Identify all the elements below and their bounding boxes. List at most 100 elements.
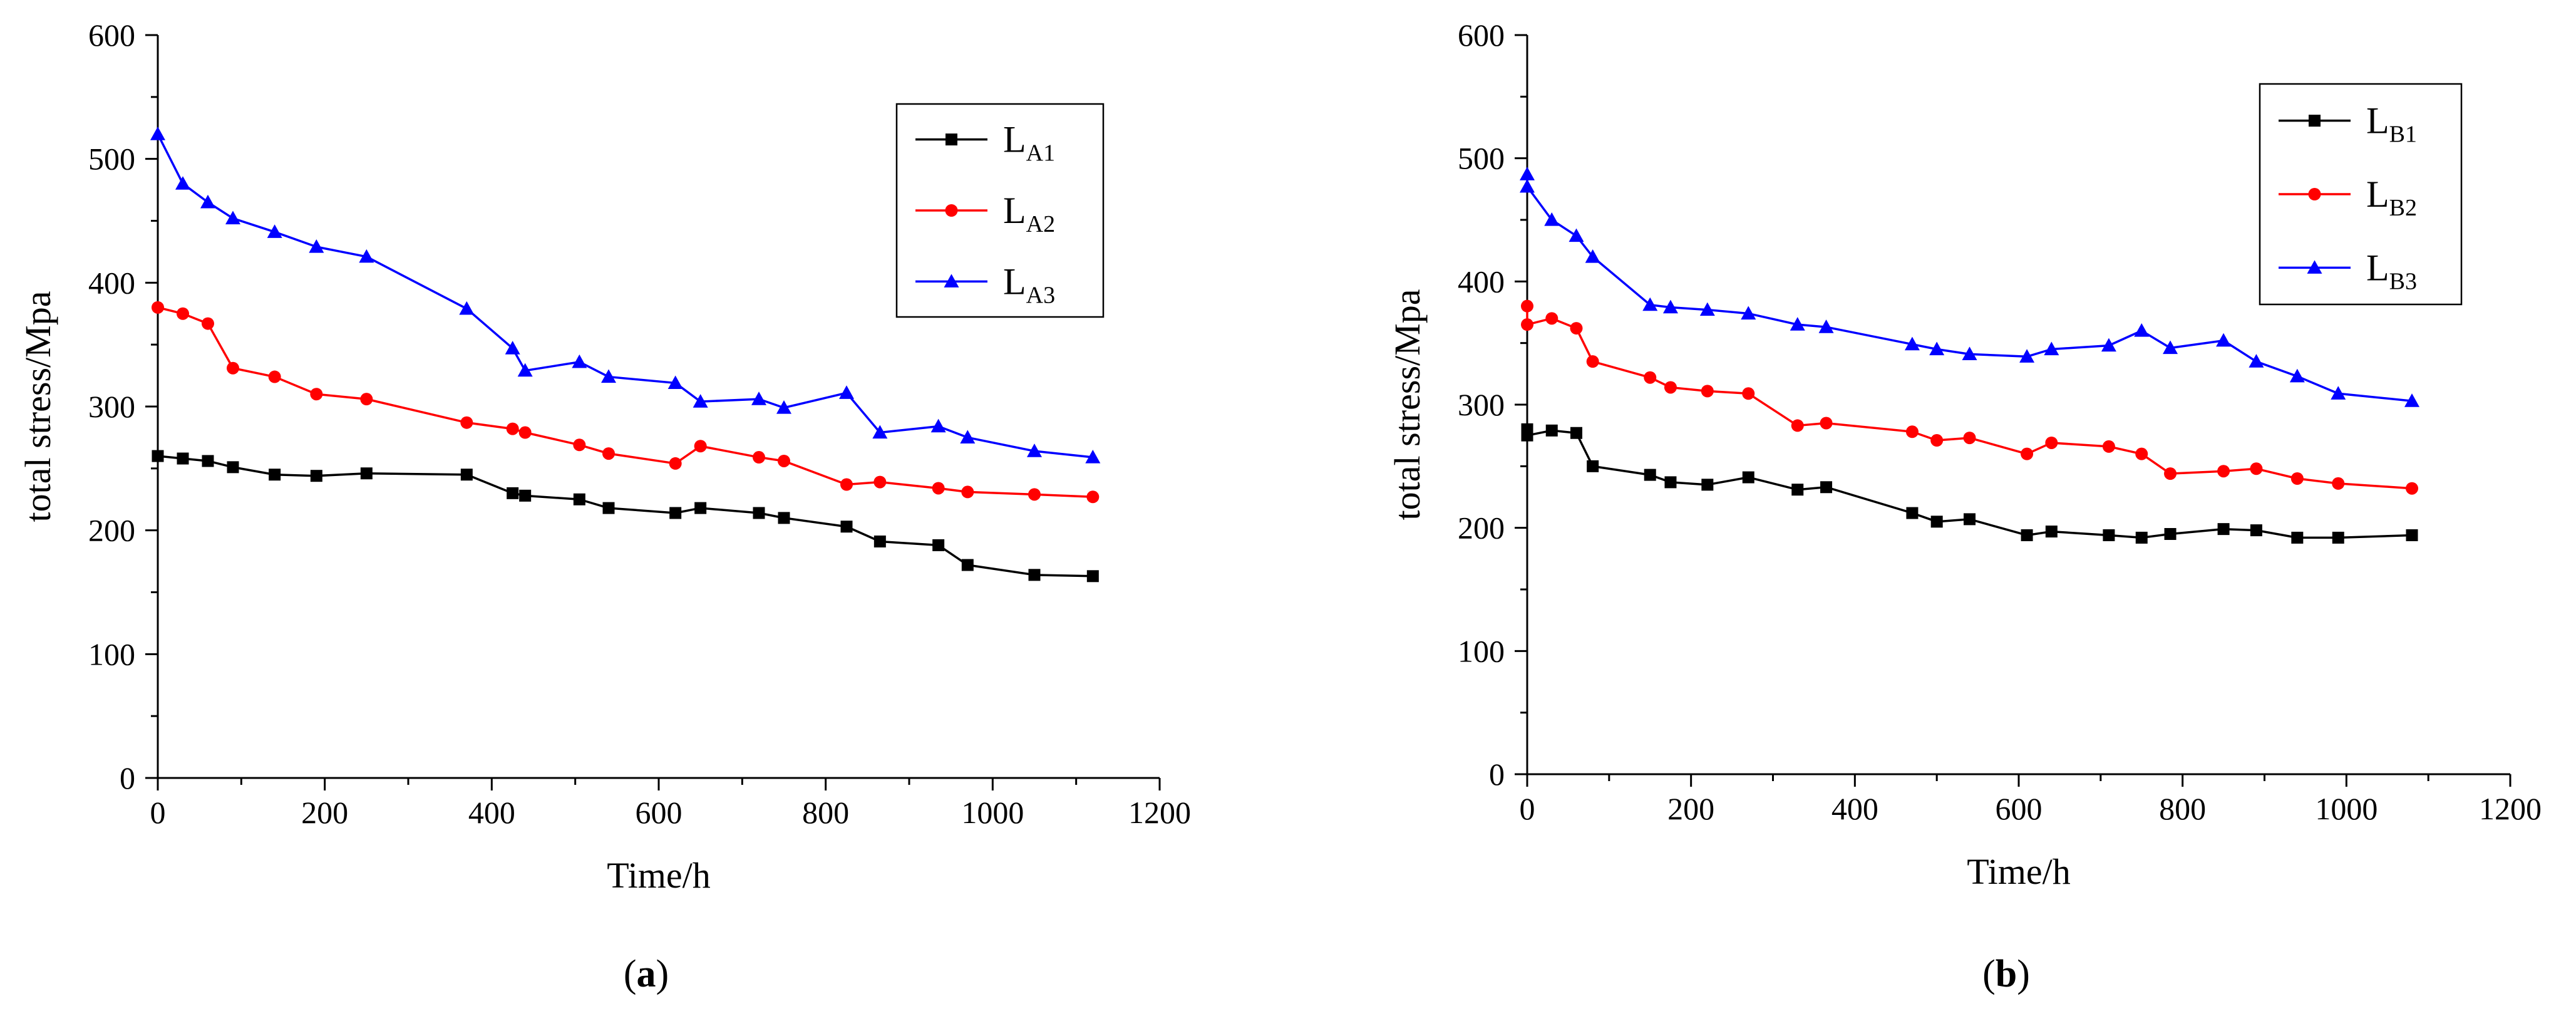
data-point-LA2	[1086, 490, 1100, 504]
data-point-LA2	[669, 457, 682, 470]
data-point-LB2	[2045, 436, 2058, 449]
legend-label-subscript: B1	[2389, 122, 2417, 148]
data-point-LB1	[1570, 427, 1582, 439]
legend-label-subscript: A2	[1026, 211, 1055, 237]
data-point-LB2	[1521, 299, 1533, 313]
data-point-LA2	[961, 485, 974, 499]
y-axis-title: total stress/Mpa	[1387, 289, 1428, 521]
data-point-LB3	[1818, 319, 1834, 333]
data-point-LA2	[1028, 488, 1041, 501]
x-tick-label: 600	[1996, 791, 2043, 826]
series-line-LB2	[1526, 306, 2413, 490]
x-tick-label: 200	[1667, 791, 1714, 826]
legend-label-main: L	[2366, 247, 2389, 288]
data-point-LA2	[310, 388, 323, 401]
data-point-LA2	[753, 451, 765, 464]
data-point-LB1	[1545, 424, 1558, 437]
data-point-LB3	[2163, 340, 2178, 355]
data-point-LB3	[1520, 179, 1535, 193]
data-point-LA2	[177, 307, 189, 320]
data-point-LA3	[601, 369, 616, 383]
data-point-LB2	[1930, 434, 1944, 447]
data-point-LA1	[1086, 570, 1099, 583]
data-point-LA3	[175, 176, 190, 190]
legend-label-main: L	[1003, 119, 1026, 160]
legend-label-main: L	[1003, 261, 1026, 302]
data-point-LB3	[1569, 228, 1584, 242]
data-point-LA1	[177, 452, 189, 465]
panel-label: (b)	[1982, 953, 2030, 995]
data-point-LB1	[2135, 531, 2148, 544]
series-LB3	[1520, 167, 2419, 407]
data-point-LB1	[1791, 484, 1804, 496]
x-tick-label: 1200	[2479, 791, 2542, 826]
data-point-LA2	[268, 370, 281, 383]
data-point-LA2	[202, 317, 214, 330]
data-point-LA3	[1027, 443, 1042, 457]
data-point-LB2	[2102, 440, 2115, 453]
data-point-LB1	[2332, 531, 2344, 544]
data-point-LA2	[360, 393, 373, 406]
data-point-LB1	[2045, 526, 2058, 538]
data-point-LA3	[150, 127, 165, 140]
data-point-LA1	[1028, 569, 1041, 581]
y-tick-label: 400	[1458, 264, 1505, 299]
x-axis-title: Time/h	[607, 855, 710, 896]
data-point-LA1	[519, 489, 532, 502]
panel-label: (a)	[624, 953, 669, 995]
data-point-LA1	[753, 507, 765, 519]
data-point-LA2	[518, 426, 532, 439]
data-point-LA1	[360, 467, 373, 480]
data-point-LB1	[1930, 516, 1943, 528]
legend-marker-LB1	[2309, 115, 2321, 127]
data-point-LA2	[840, 478, 853, 491]
data-point-LA3	[751, 391, 766, 405]
data-point-LB3	[2404, 393, 2419, 407]
data-point-LA1	[602, 502, 615, 514]
legend-label-main: L	[1003, 190, 1026, 231]
data-point-LB2	[2217, 465, 2230, 478]
data-point-LB3	[1929, 341, 1945, 356]
y-tick-label: 500	[88, 142, 135, 177]
data-point-LA3	[225, 210, 240, 225]
data-point-LA1	[840, 521, 853, 533]
data-point-LB3	[1544, 212, 1560, 226]
data-point-LA3	[872, 425, 888, 439]
data-point-LB2	[2290, 472, 2304, 485]
legend-label-LB3: LB3	[2366, 247, 2417, 294]
data-point-LA2	[152, 301, 164, 314]
legend-label-main: L	[2366, 100, 2389, 142]
data-point-LB2	[2135, 447, 2148, 460]
legend-marker-LA1	[945, 133, 957, 146]
data-point-LB1	[2291, 531, 2304, 544]
data-point-LA3	[505, 341, 520, 355]
data-point-LB2	[1570, 322, 1583, 335]
x-axis-title: Time/h	[1967, 851, 2070, 892]
legend-marker-LB3	[2307, 260, 2322, 274]
data-point-LA2	[460, 416, 473, 429]
legend-marker-LB2	[2308, 188, 2321, 200]
data-point-LA2	[573, 438, 586, 452]
panel-label-open-paren: (	[624, 953, 637, 995]
series-LA2	[152, 301, 1100, 504]
data-point-LA3	[693, 394, 708, 408]
data-point-LA1	[507, 487, 519, 499]
data-point-LB3	[2216, 333, 2232, 347]
series-LB2	[1521, 299, 2418, 495]
data-point-LB1	[1664, 476, 1677, 489]
data-point-LA2	[778, 454, 790, 467]
data-point-LA3	[267, 224, 282, 238]
legend-label-LB2: LB2	[2366, 174, 2417, 221]
chart-panel-b: 0 100 200 300 400 500 600 0 200 400 600 800 1000 1200…	[1387, 18, 2542, 995]
panel-label-close-paren: )	[656, 953, 669, 995]
legend-label-subscript: B2	[2389, 195, 2417, 221]
data-point-LA2	[694, 440, 707, 453]
data-point-LB1	[2250, 524, 2262, 537]
data-point-LB2	[1791, 419, 1804, 432]
data-point-LB3	[1962, 346, 1977, 360]
panel-label-open-paren: (	[1982, 953, 1996, 995]
legend-label-LB1: LB1	[2366, 100, 2417, 148]
data-point-LA1	[202, 455, 214, 467]
